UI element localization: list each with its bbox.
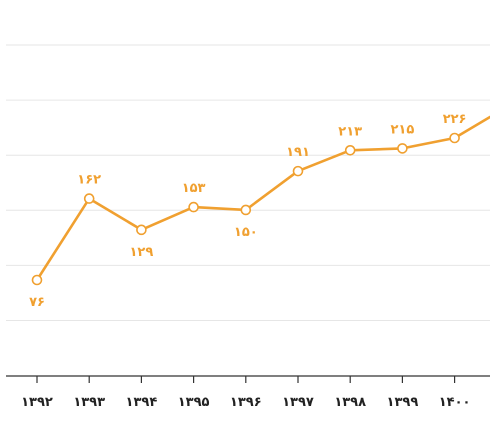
x-tick-label: ۱۳۹۳ [73, 395, 105, 410]
data-label: ۱۶۲ [77, 173, 101, 188]
data-label: ۱۲۹ [129, 245, 153, 260]
data-label: ۱۵۰ [234, 225, 258, 240]
series-line [35, 115, 490, 282]
data-label: ۲۱۵ [390, 122, 414, 137]
data-point [83, 193, 95, 204]
x-tick-label: ۱۳۹۵ [178, 395, 210, 410]
x-tick-label: ۱۳۹۹ [387, 395, 419, 410]
data-label: ۱۵۳ [182, 181, 206, 196]
data-label: ۲۲۶ [443, 112, 467, 127]
data-label: ۱۹۱ [286, 145, 310, 160]
data-point [449, 132, 460, 144]
data-point [292, 165, 304, 177]
data-point [344, 145, 356, 156]
data-point [188, 201, 199, 213]
data-series [31, 115, 490, 286]
data-point [240, 204, 252, 216]
x-axis: ۱۳۹۲ ۱۳۹۳ ۱۳۹۴ ۱۳۹۵ ۱۳۹۶ ۱۳۹۷ ۱۳۹۸ ۱۳۹۹ ۱۴۰۰ [6, 375, 490, 410]
data-label: ۲۱۳ [338, 124, 362, 139]
x-tick-label: ۱۳۹۶ [230, 395, 262, 410]
data-labels: ۷۶ ۱۶۲ ۱۲۹ ۱۵۳ ۱۵۰ ۱۹۱ ۲۱۳ ۲۱۵ ۲۲۶ [29, 112, 466, 310]
x-tick-label: ۱۳۹۸ [334, 395, 366, 410]
grid-lines [6, 44, 490, 321]
x-tick-label: ۱۳۹۷ [282, 395, 314, 410]
data-label: ۷۶ [29, 295, 45, 310]
data-point [31, 274, 43, 286]
x-tick-label: ۱۴۰۰ [439, 395, 471, 410]
data-point [136, 224, 147, 236]
data-point [397, 143, 408, 154]
x-tick-label: ۱۳۹۴ [126, 395, 158, 410]
x-tick-label: ۱۳۹۲ [21, 395, 53, 410]
